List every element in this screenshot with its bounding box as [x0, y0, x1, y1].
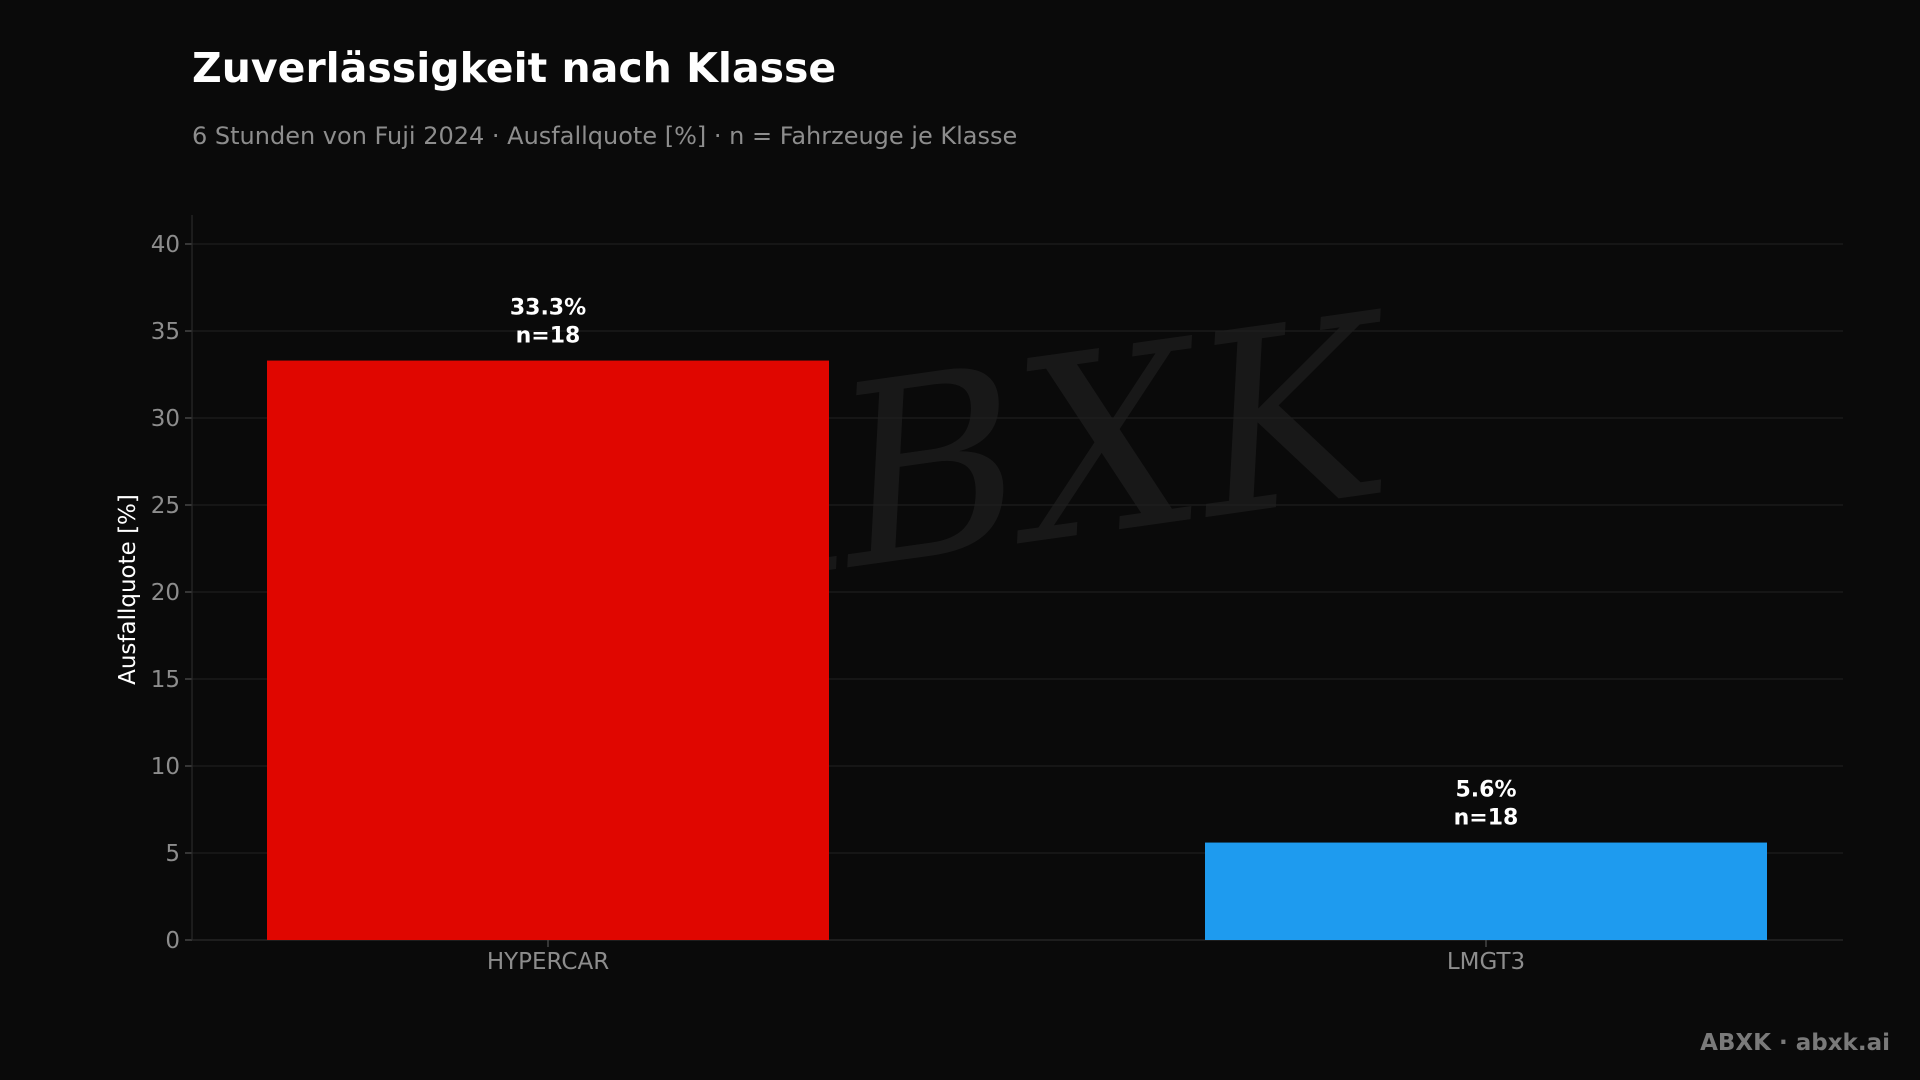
y-tick-label: 25 — [151, 493, 180, 519]
chart-title: Zuverlässigkeit nach Klasse — [192, 44, 837, 92]
y-tick-label: 20 — [151, 580, 180, 606]
bars — [267, 360, 1767, 941]
y-tick-label: 35 — [151, 319, 180, 345]
data-label-value: 5.6% — [1455, 778, 1516, 803]
x-tick-label: LMGT3 — [1447, 949, 1525, 975]
chart-subtitle: 6 Stunden von Fuji 2024 · Ausfallquote [… — [192, 122, 1018, 150]
y-tick-label: 10 — [151, 754, 180, 780]
data-label-count: n=18 — [516, 324, 581, 349]
x-tick-label: HYPERCAR — [487, 949, 609, 975]
y-tick-label: 30 — [151, 406, 180, 432]
y-tick-label: 5 — [165, 841, 180, 867]
y-tick-label: 15 — [151, 667, 180, 693]
bar-lmgt3 — [1205, 842, 1767, 940]
y-tick-label: 40 — [151, 232, 180, 258]
labels: HYPERCAR 33.3% n=18 LMGT3 5.6% n=18 — [487, 296, 1525, 975]
footer-brand: ABXK · abxk.ai — [1700, 1030, 1890, 1056]
y-tick-label: 0 — [165, 928, 180, 954]
data-label-count: n=18 — [1454, 806, 1519, 831]
bar-hypercar — [267, 360, 829, 941]
data-label-value: 33.3% — [510, 296, 586, 321]
y-axis-label: Ausfallquote [%] — [115, 494, 141, 685]
